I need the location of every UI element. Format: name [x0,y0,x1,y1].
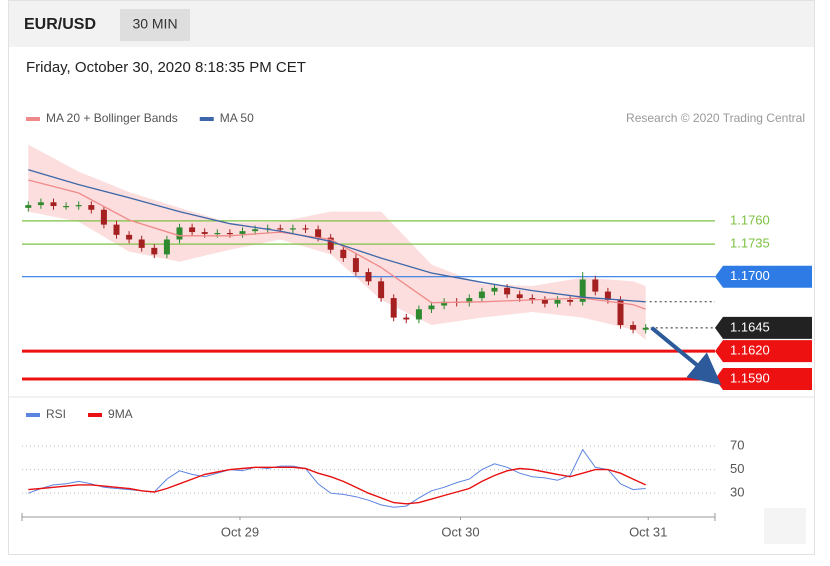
candle-body [277,228,284,230]
candle-body [315,229,322,238]
candle-body [25,205,32,208]
candle-body [592,279,599,292]
candle-body [390,298,397,318]
candle-body [302,228,309,230]
legend-label: RSI [46,407,66,421]
level-label: 1.1760 [730,212,770,227]
candle-body [126,234,133,240]
candle-body [37,202,44,206]
candle-body [630,325,637,330]
candle-body [88,205,95,210]
candle-body [378,281,385,299]
level-label: 1.1700 [730,268,770,283]
candle-body [151,247,158,255]
legend-label: MA 50 [220,111,254,125]
candle-body [239,231,246,234]
legend-label: MA 20 + Bollinger Bands [46,111,178,125]
indicator-line [28,448,646,508]
candle-body [466,298,473,303]
candle-body [63,206,70,208]
average-line [28,179,646,310]
candle-body [567,299,574,302]
candle-body [491,287,498,292]
candle-body [214,232,221,235]
candle-body [478,291,485,299]
indicator-line [28,466,646,505]
candle-body [617,299,624,326]
level-tag [715,316,812,339]
candle-body [428,305,435,310]
candle-body [226,232,233,235]
candle-body [100,209,107,225]
projection-arrow [650,326,722,386]
level-label: 1.1645 [730,319,770,334]
candle-body [415,309,422,320]
y-tick-label: 70 [730,438,744,453]
candle-body [163,239,170,255]
candle-body [50,202,57,207]
candle-body [441,301,448,306]
candle-body [529,298,536,300]
candle-body [604,291,611,300]
candle-body [176,227,183,240]
level-tag [715,340,812,363]
candle-body [340,249,347,259]
level-label: 1.1590 [730,370,770,385]
timestamp: Friday, October 30, 2020 8:18:35 PM CET [26,59,306,76]
y-tick-label: 30 [730,485,744,500]
candle-body [113,224,120,235]
x-tick-label: Oct 30 [441,524,479,539]
x-tick-label: Oct 31 [629,524,667,539]
candle-body [504,287,511,295]
candle-body [189,227,196,233]
candle-body [75,205,82,207]
legend-label: 9MA [108,407,133,421]
candle-body [516,294,523,299]
candle-body [327,237,334,250]
symbol: EUR/USD [24,16,96,33]
candle-body [642,327,649,330]
credit: Research © 2020 Trading Central [626,111,805,125]
level-tag [715,367,812,390]
interval-box [120,9,190,41]
candle-body [289,228,296,230]
level-label: 1.1735 [730,236,770,251]
candle-body [403,317,410,320]
candle-body [138,239,145,248]
candle-body [541,299,548,304]
candle-body [365,272,372,282]
candle-body [352,258,359,273]
level-tag [715,265,812,288]
x-tick-label: Oct 29 [221,524,259,539]
candle-body [579,279,586,302]
level-label: 1.1620 [730,343,770,358]
corner-button[interactable] [764,508,806,544]
candle-body [554,299,561,304]
interval: 30 MIN [132,16,177,32]
candle-body [252,229,259,232]
y-tick-label: 50 [730,461,744,476]
candle-body [201,232,208,234]
average-line [28,169,646,303]
